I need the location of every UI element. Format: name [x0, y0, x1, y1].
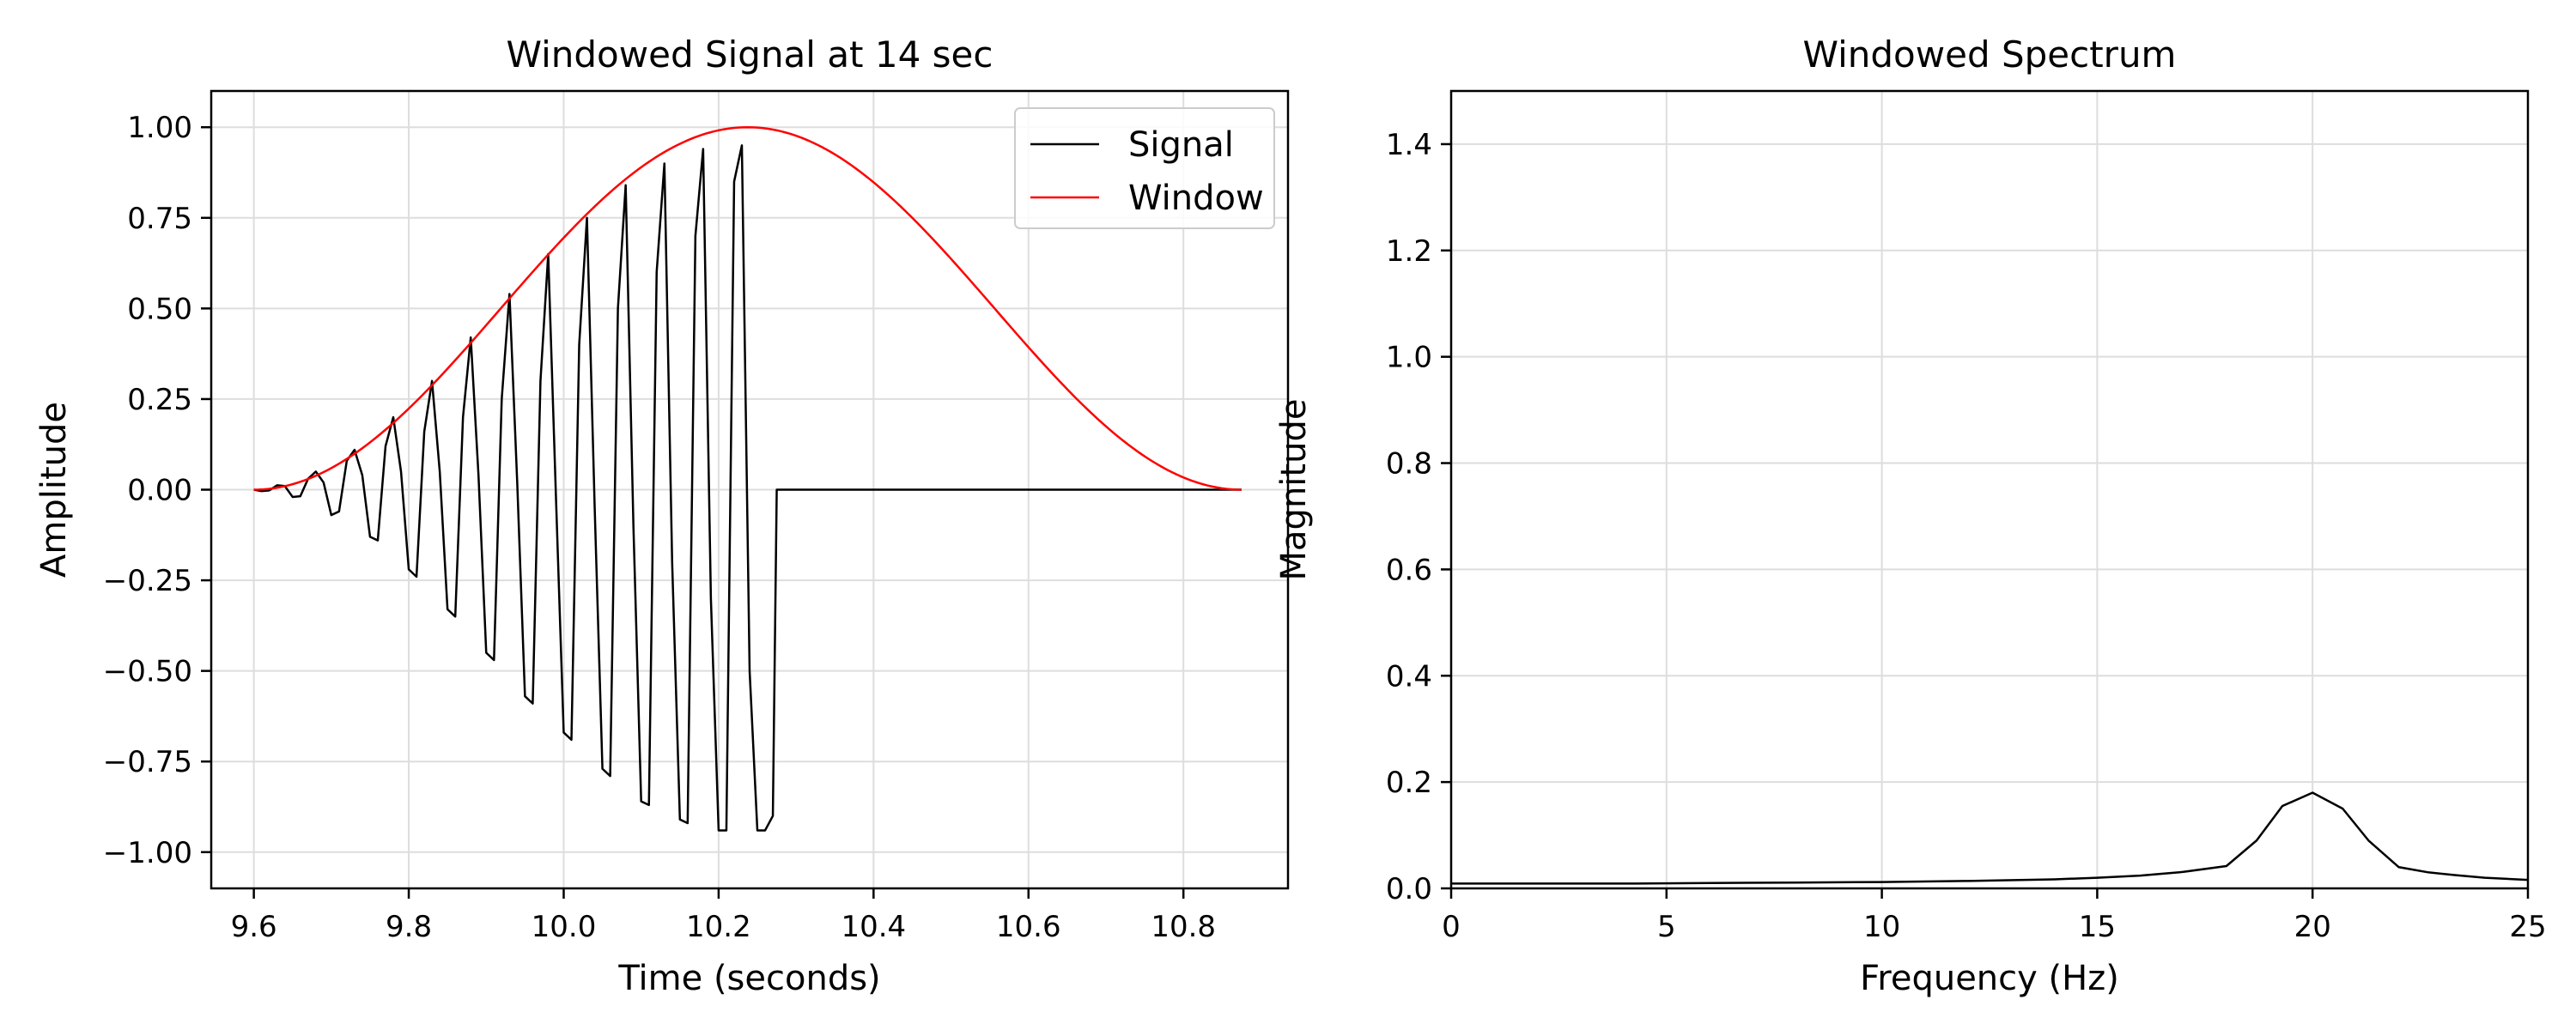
x-tick-label: 25: [2509, 910, 2546, 944]
y-tick-label: 0.50: [127, 292, 192, 326]
y-tick-label: 0.0: [1386, 872, 1432, 906]
spectrum-ticks: 0 5 10 15 20 25 0.0 0.2 0.4 0.6 0.8 1.0 1.2 1.4: [1386, 128, 2547, 944]
signal-series-group: [253, 125, 1242, 832]
signal-ticks: 9.6 9.8 10.0 10.2 10.4 10.6 10.8 −1.00 −0.75 −0.5…: [103, 111, 1216, 944]
legend-label-signal: Signal: [1128, 125, 1234, 165]
x-tick-label: 9.6: [231, 910, 277, 944]
y-tick-label: −1.00: [103, 836, 192, 870]
x-tick-label: 10.4: [841, 910, 906, 944]
x-tick-label: 10.8: [1151, 910, 1216, 944]
y-tick-label: 1.0: [1386, 341, 1432, 375]
y-tick-label: −0.75: [103, 745, 192, 779]
series-line-signal: [253, 144, 1242, 832]
spectrum-grid: [1450, 91, 2529, 889]
x-tick-label: 5: [1657, 910, 1676, 944]
spectrum-line: [1451, 791, 2529, 885]
y-tick-label: 0.8: [1386, 447, 1432, 482]
spectrum-plot: 0 5 10 15 20 25 0.0 0.2 0.4 0.6 0.8 1.0 1.2 1.4 Windo…: [1274, 33, 2547, 998]
y-tick-label: 0.25: [127, 383, 192, 417]
y-tick-label: −0.50: [103, 655, 192, 689]
x-tick-label: 0: [1442, 910, 1461, 944]
spectrum-series-group: [1451, 791, 2529, 885]
signal-y-axis-label: Amplitude: [34, 402, 74, 578]
y-tick-label: 0.6: [1386, 553, 1432, 587]
spectrum-y-axis-label: Magnitude: [1274, 399, 1314, 581]
x-tick-label: 10.6: [996, 910, 1061, 944]
legend-label-window: Window: [1128, 179, 1264, 218]
y-tick-label: 0.2: [1386, 766, 1432, 800]
spectrum-axes-frame: [1449, 89, 2530, 890]
x-tick-label: 10: [1863, 910, 1900, 944]
x-tick-label: 20: [2294, 910, 2331, 944]
x-tick-label: 10.2: [686, 910, 751, 944]
signal-legend: Signal Window: [1014, 107, 1275, 229]
y-tick-label: 1.2: [1386, 234, 1432, 269]
x-tick-label: 9.8: [386, 910, 432, 944]
spectrum-chart-title: Windowed Spectrum: [1803, 33, 2177, 76]
y-tick-label: 0.75: [127, 202, 192, 236]
y-tick-label: 0.00: [127, 474, 192, 508]
x-tick-label: 10.0: [532, 910, 597, 944]
x-tick-label: 15: [2079, 910, 2116, 944]
y-tick-label: −0.25: [103, 564, 192, 598]
y-tick-label: 0.4: [1386, 659, 1432, 694]
series-line-window: [253, 125, 1242, 491]
signal-chart-title: Windowed Signal at 14 sec: [507, 33, 993, 76]
signal-x-axis-label: Time (seconds): [617, 959, 880, 998]
signal-plot: 9.6 9.8 10.0 10.2 10.4 10.6 10.8 −1.00 −0.75 −0.5…: [34, 33, 1290, 998]
spectrum-x-axis-label: Frequency (Hz): [1860, 959, 2119, 998]
y-tick-label: 1.00: [127, 111, 192, 145]
y-tick-label: 1.4: [1386, 128, 1432, 162]
